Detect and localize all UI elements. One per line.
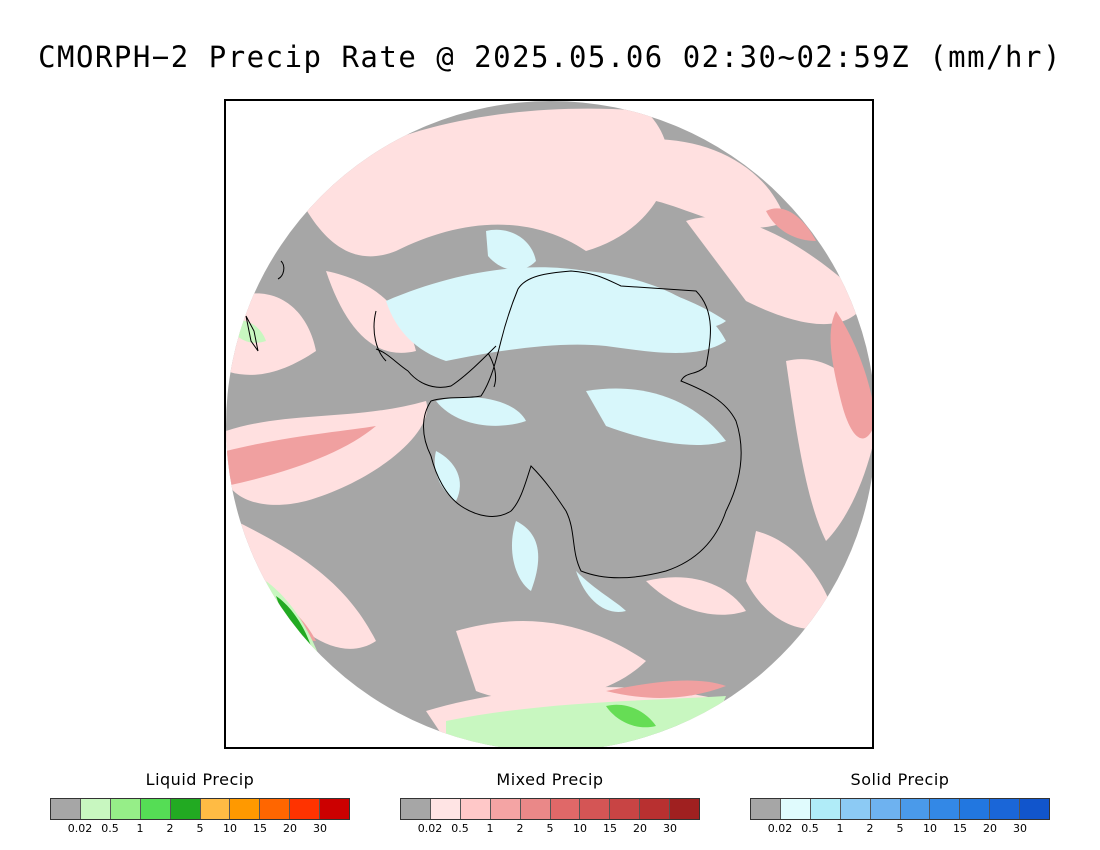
legend-swatch bbox=[640, 799, 671, 819]
legend-swatch bbox=[550, 799, 581, 819]
legend-swatch bbox=[580, 799, 611, 819]
legend-tick-label: 2 bbox=[166, 822, 174, 835]
legend-swatch bbox=[810, 799, 841, 819]
legend-swatch bbox=[1020, 799, 1050, 819]
precip-map-canvas bbox=[226, 101, 872, 747]
legend-tick-label: 1 bbox=[836, 822, 844, 835]
legend-swatch bbox=[610, 799, 641, 819]
legend-tick-label: 15 bbox=[953, 822, 967, 835]
legend-swatch bbox=[320, 799, 350, 819]
legend-swatch bbox=[751, 799, 781, 819]
legend-swatch bbox=[51, 799, 81, 819]
precip-field bbox=[226, 101, 872, 747]
legend-swatch bbox=[140, 799, 171, 819]
legend-tick-label: 0.5 bbox=[451, 822, 469, 835]
legend-tick-label: 5 bbox=[546, 822, 554, 835]
legend-swatch bbox=[870, 799, 901, 819]
legend-colorbar bbox=[750, 798, 1050, 820]
legend-tick-label: 10 bbox=[573, 822, 587, 835]
legend-swatch bbox=[520, 799, 551, 819]
legend-tick-label: 15 bbox=[253, 822, 267, 835]
legend-tick-label: 15 bbox=[603, 822, 617, 835]
legend-title: Solid Precip bbox=[850, 770, 950, 789]
legend-colorbar bbox=[400, 798, 700, 820]
legend-title: Liquid Precip bbox=[145, 770, 255, 789]
legend-tick-label: 1 bbox=[136, 822, 144, 835]
legend-tick-label: 20 bbox=[633, 822, 647, 835]
polar-map bbox=[224, 99, 874, 749]
legend-tick-label: 10 bbox=[223, 822, 237, 835]
legend-tick-label: 20 bbox=[983, 822, 997, 835]
legend-swatch bbox=[170, 799, 201, 819]
antarctica-coastline bbox=[245, 260, 742, 579]
legend-tick-label: 0.02 bbox=[67, 822, 93, 835]
legend-swatch bbox=[960, 799, 991, 819]
legend-labels: 0.02 0.5 1 2 5 10 15 20 30 bbox=[50, 820, 350, 836]
legend-tick-label: 2 bbox=[516, 822, 524, 835]
legend-tick-label: 10 bbox=[923, 822, 937, 835]
legend-tick-label: 2 bbox=[866, 822, 874, 835]
legend-swatch bbox=[230, 799, 261, 819]
legend-tick-label: 5 bbox=[196, 822, 204, 835]
legend-tick-label: 30 bbox=[313, 822, 327, 835]
legend-tick-label: 30 bbox=[663, 822, 677, 835]
legend-labels: 0.02 0.5 1 2 5 10 15 20 30 bbox=[750, 820, 1050, 836]
legend-tick-label: 5 bbox=[896, 822, 904, 835]
legend-tick-label: 0.02 bbox=[767, 822, 793, 835]
legend-labels: 0.02 0.5 1 2 5 10 15 20 30 bbox=[400, 820, 700, 836]
legend-swatch bbox=[110, 799, 141, 819]
legend-swatch bbox=[900, 799, 931, 819]
legend-liquid: Liquid Precip 0.02 0.5 1 2 5 10 15 20 30 bbox=[50, 770, 350, 836]
legend-title: Mixed Precip bbox=[496, 770, 604, 789]
legend-tick-label: 0.02 bbox=[417, 822, 443, 835]
legend-swatch bbox=[460, 799, 491, 819]
map-title: CMORPH−2 Precip Rate @ 2025.05.06 02:30~… bbox=[38, 40, 1062, 74]
legend-solid: Solid Precip 0.02 0.5 1 2 5 10 15 20 30 bbox=[750, 770, 1050, 836]
legend-tick-label: 0.5 bbox=[801, 822, 819, 835]
legend-colorbar bbox=[50, 798, 350, 820]
legend-swatch bbox=[990, 799, 1021, 819]
legend-swatch bbox=[200, 799, 231, 819]
legend-swatch bbox=[290, 799, 321, 819]
legend-tick-label: 20 bbox=[283, 822, 297, 835]
legend-tick-label: 1 bbox=[486, 822, 494, 835]
legend-tick-label: 0.5 bbox=[101, 822, 119, 835]
legend-swatch bbox=[260, 799, 291, 819]
legend-swatch bbox=[930, 799, 961, 819]
legend-swatch bbox=[670, 799, 700, 819]
legend-swatch bbox=[490, 799, 521, 819]
legend-swatch bbox=[401, 799, 431, 819]
legend-swatch bbox=[430, 799, 461, 819]
legend-swatch bbox=[80, 799, 111, 819]
legend-swatch bbox=[780, 799, 811, 819]
solid-precip-light bbox=[386, 229, 726, 612]
legend-mixed: Mixed Precip 0.02 0.5 1 2 5 10 15 20 30 bbox=[400, 770, 700, 836]
legend-swatch bbox=[840, 799, 871, 819]
legend-tick-label: 30 bbox=[1013, 822, 1027, 835]
